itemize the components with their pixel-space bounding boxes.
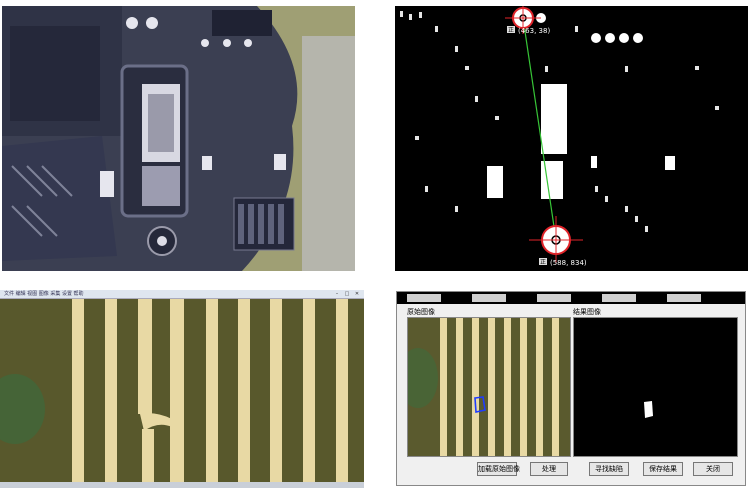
original-image (398, 318, 570, 456)
measure-marker-top[interactable] (505, 6, 541, 34)
trace-image (0, 299, 364, 482)
threshold-panel: 正 (463, 38) 正 (588, 834) (395, 6, 748, 271)
viewer-statusbar (0, 482, 364, 488)
viewer-titlebar: 文件 编辑 视图 图像 采集 设置 帮助 – □ ✕ (0, 290, 364, 299)
result-image-frame (573, 317, 738, 457)
close-button[interactable]: 关闭 (693, 462, 733, 476)
find-defect-button[interactable]: 寻找缺陷 (589, 462, 629, 476)
result-image (574, 318, 737, 456)
measure-marker-bottom[interactable] (529, 216, 583, 264)
marker-bottom-coords: (588, 834) (550, 259, 587, 267)
marker-top-coords: (463, 38) (518, 27, 550, 35)
maximize-icon[interactable]: □ (344, 291, 350, 297)
pcb-photo (2, 6, 355, 271)
marker-bottom-badge: 正 (540, 259, 546, 266)
load-image-button[interactable]: 加载原始图像 (477, 462, 520, 476)
pcb-photo-panel (2, 6, 355, 271)
defect-tool-dialog: 原始图像 结果图像 加载原始图像 处理 寻找缺陷 保存结果 关闭 (396, 291, 746, 486)
save-result-button[interactable]: 保存结果 (643, 462, 683, 476)
result-group-label: 结果图像 (573, 308, 601, 316)
defect-blob (644, 401, 653, 418)
defect-marker (474, 396, 486, 413)
process-button[interactable]: 处理 (530, 462, 568, 476)
original-image-frame (398, 317, 571, 457)
original-group-label: 原始图像 (407, 308, 435, 316)
close-icon[interactable]: ✕ (354, 291, 360, 297)
marker-top-badge: 正 (508, 27, 514, 34)
viewer-window: 文件 编辑 视图 图像 采集 设置 帮助 – □ ✕ (0, 290, 364, 488)
threshold-image: 正 (463, 38) 正 (588, 834) (395, 6, 748, 271)
viewer-menu-text: 文件 编辑 视图 图像 采集 设置 帮助 (4, 291, 84, 297)
minimize-icon[interactable]: – (335, 291, 339, 297)
dialog-header-strip (397, 292, 745, 304)
